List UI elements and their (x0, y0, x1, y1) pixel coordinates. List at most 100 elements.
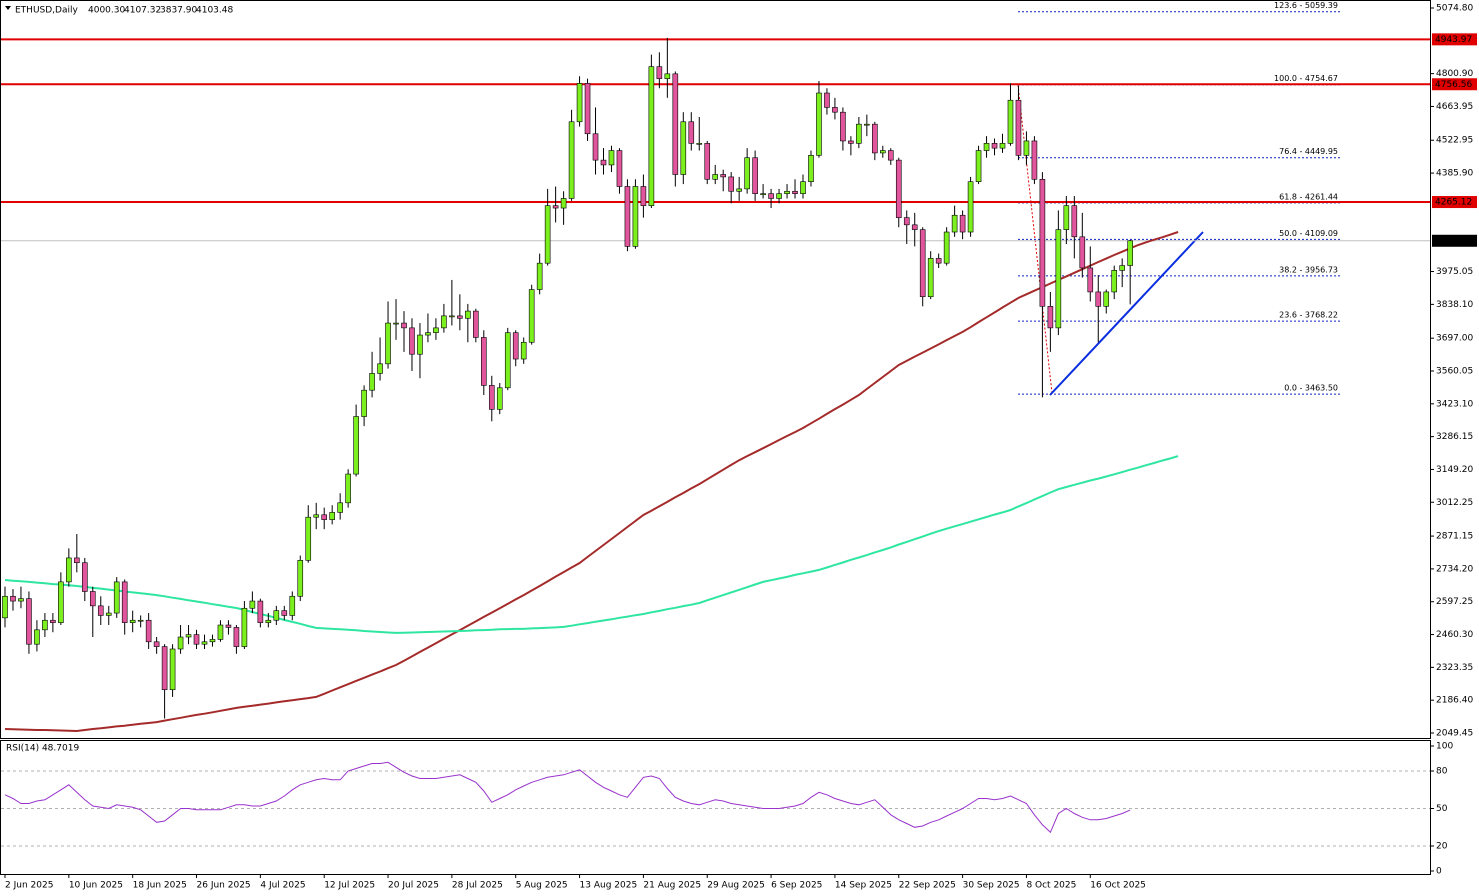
candle-body (329, 512, 335, 520)
y-tick-label: 3697.00 (1436, 334, 1473, 344)
candle-body (967, 181, 974, 233)
fib-label: 23.6 - 3768.22 (1279, 311, 1338, 320)
fib-label: 61.8 - 4261.44 (1279, 192, 1338, 201)
y-tick-label: 2186.40 (1436, 696, 1473, 706)
candle-body (856, 123, 862, 144)
candle-body (480, 337, 487, 386)
candle-body (82, 562, 88, 592)
y-tick-label: 2323.35 (1436, 663, 1473, 673)
candle-body (728, 176, 734, 192)
symbol: ETHUSD,Daily (15, 6, 78, 16)
candle-body (927, 258, 934, 298)
candle-body (193, 634, 200, 645)
x-tick-label: 12 Jul 2025 (324, 881, 375, 891)
candle-body (959, 214, 966, 233)
x-tick-label: 10 Jun 2025 (69, 881, 123, 891)
main-frame (0, 0, 1431, 739)
candle-body (528, 289, 535, 343)
candle-body (696, 143, 703, 145)
candle-body (1055, 229, 1062, 329)
candle-body (217, 624, 224, 640)
candle-body (879, 150, 886, 154)
x-tick-label: 29 Aug 2025 (707, 881, 765, 891)
candle-body (449, 315, 455, 318)
candle-body (377, 363, 383, 374)
x-tick-label: 16 Oct 2025 (1090, 881, 1146, 891)
candle-body (1015, 99, 1022, 156)
x-tick-label: 26 Jun 2025 (197, 881, 251, 891)
x-tick-label: 18 Jun 2025 (133, 881, 187, 891)
candle-body (1103, 291, 1110, 307)
x-tick-label: 22 Sep 2025 (899, 881, 956, 891)
price-level-label: 4943.97 (1435, 35, 1472, 45)
candle-body (34, 629, 40, 645)
candle-body (1111, 270, 1118, 293)
candle-body (1063, 205, 1070, 230)
candle-body (457, 315, 463, 319)
candle-body (584, 83, 591, 135)
candle-body (808, 155, 814, 182)
candle-body (496, 387, 503, 410)
y-tick-label: 5074.80 (1436, 4, 1473, 14)
fib-label: 100.0 - 4754.67 (1274, 74, 1338, 83)
candle-body (281, 610, 288, 616)
candle-body (185, 634, 192, 638)
rsi-frame (0, 740, 1431, 875)
candle-body (624, 186, 631, 247)
rsi-line (4, 761, 1131, 834)
candle-body (169, 648, 176, 691)
fib-label: 0.0 - 3463.50 (1284, 384, 1338, 393)
fib-label: 123.6 - 5059.39 (1274, 1, 1338, 10)
candle-body (337, 502, 343, 513)
price-level-tag (1432, 78, 1477, 91)
menu-arrow (5, 6, 11, 10)
candle-body (273, 610, 280, 621)
fib-label: 38.2 - 3956.73 (1279, 265, 1338, 274)
y-tick-label: 2460.30 (1436, 630, 1473, 640)
candle-body (473, 310, 479, 338)
candle-body (89, 591, 96, 607)
candle-body (1071, 205, 1078, 238)
candle-body (800, 181, 806, 194)
price-level-label: 4756.56 (1435, 80, 1472, 90)
candle-body (361, 389, 367, 417)
candle-body (488, 385, 495, 410)
candle-body (1031, 140, 1038, 180)
candle-body (313, 514, 320, 518)
y-tick-label: 4522.95 (1436, 136, 1473, 146)
candle-body (137, 619, 144, 622)
candle-body (983, 143, 990, 151)
y-tick-label: 3012.25 (1436, 498, 1473, 508)
candle-body (97, 605, 104, 616)
candle-body (760, 193, 766, 195)
candle-body (1023, 140, 1030, 156)
candle-body (441, 315, 447, 329)
candle-body (608, 150, 615, 166)
candle-body (241, 607, 248, 647)
candle-body (872, 123, 878, 154)
candle-body (265, 619, 272, 623)
y-tick-label: 3149.20 (1436, 465, 1473, 475)
candle-body (401, 322, 407, 329)
candle-body (640, 186, 647, 206)
y-tick-label: 3838.10 (1436, 300, 1473, 310)
candle-body (113, 581, 120, 614)
price-level-tag (1432, 33, 1477, 46)
y-tick-label: 3423.10 (1436, 399, 1473, 409)
candle-body (616, 150, 623, 187)
candle-body (249, 600, 256, 609)
x-tick-label: 14 Sep 2025 (835, 881, 892, 891)
ohlc-close: 4103.48 (196, 6, 233, 16)
candle-body (153, 641, 160, 647)
candle-body (688, 121, 695, 144)
candle-body (393, 322, 399, 325)
candle-body (225, 624, 232, 628)
ohlc-open: 4000.30 (88, 6, 125, 16)
candle-body (465, 310, 471, 319)
candle-body (50, 619, 56, 623)
candle-body (321, 514, 328, 520)
y-tick-label: 3975.05 (1436, 267, 1473, 277)
candle-body (58, 581, 64, 623)
candle-body (161, 646, 168, 691)
